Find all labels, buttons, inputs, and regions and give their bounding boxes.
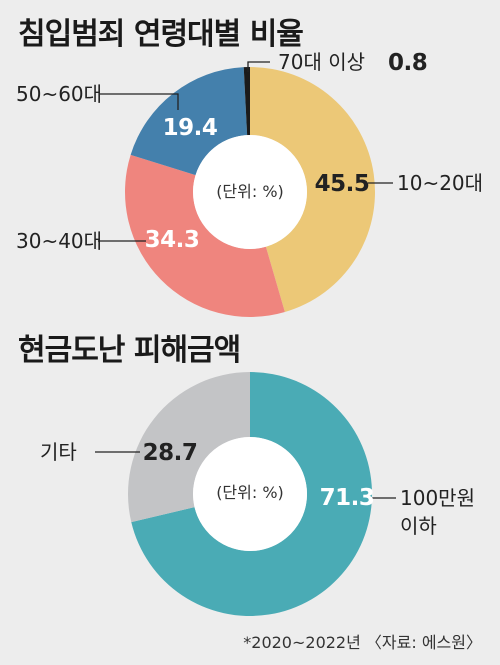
chart-1-category-label: 10~20대	[397, 171, 483, 195]
chart-1-slice-70대-이상	[243, 67, 250, 136]
chart-1-unit-label: (단위: %)	[216, 182, 284, 201]
chart-2-category-label: 기타	[40, 440, 77, 464]
chart-1-value-label: 19.4	[163, 115, 218, 141]
chart-2: 현금도난 피해금액 (단위: %) 100만원 이하 71.3 기타 28.7	[18, 333, 475, 617]
chart-1-category-label: 50~60대	[16, 82, 102, 106]
source-footnote: *2020~2022년 〈자료: 에스원〉	[243, 633, 482, 652]
chart-1-value-label: 0.8	[388, 50, 427, 76]
chart-1-category-label: 70대 이상	[278, 50, 365, 74]
chart-1-value-label: 34.3	[145, 227, 200, 253]
chart-2-category-label: 100만원 이하	[400, 486, 475, 538]
chart-2-slice-100만원-이하	[131, 372, 372, 617]
chart-2-value-label: 71.3	[320, 485, 375, 511]
chart-2-slice-기타	[128, 372, 250, 523]
chart-1-slice-50-60대	[130, 67, 248, 176]
chart-1-category-label: 30~40대	[16, 229, 102, 253]
chart-1-value-label: 45.5	[315, 171, 370, 197]
chart-2-value-label: 28.7	[143, 440, 198, 466]
chart-1-title: 침입범죄 연령대별 비율	[18, 17, 303, 52]
chart-1-leader-50-60대	[100, 93, 179, 110]
chart-1-slice-30-40대	[125, 154, 285, 317]
chart-1-leader-70대-이상	[247, 61, 270, 72]
chart-1: 침입범죄 연령대별 비율 (단위: %) 10~20대 45.5 30~40대 34.…	[16, 17, 483, 317]
chart-2-donut-hole	[193, 437, 307, 551]
chart-2-unit-label: (단위: %)	[216, 483, 284, 502]
chart-2-title: 현금도난 피해금액	[18, 333, 240, 368]
chart-1-slice-10-20대	[250, 67, 376, 313]
chart-1-donut-hole	[193, 135, 307, 249]
